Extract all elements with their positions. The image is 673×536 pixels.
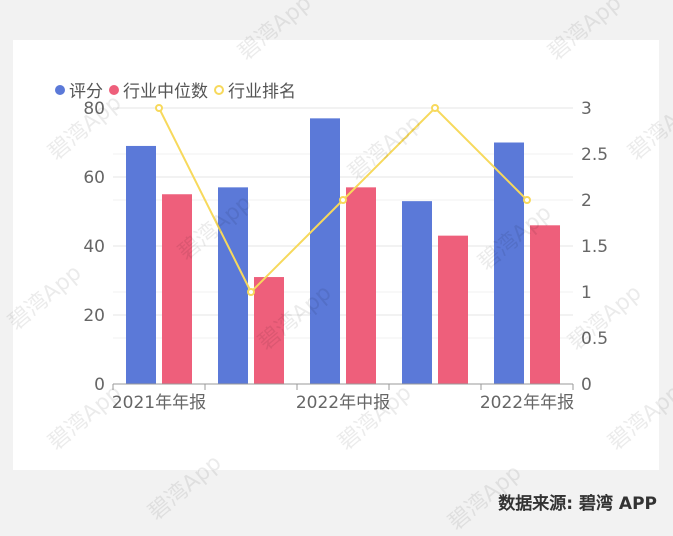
bar-median[interactable] [438, 235, 468, 384]
point-rank[interactable] [339, 196, 347, 204]
legend-swatch-rank [214, 84, 224, 95]
point-rank[interactable] [431, 104, 439, 112]
bar-median[interactable] [162, 194, 192, 384]
legend-label-rank: 行业排名 [228, 82, 296, 102]
legend-swatch-score [55, 84, 65, 95]
y-right-tick-label: 1.5 [581, 237, 608, 257]
bar-score[interactable] [310, 118, 340, 384]
point-rank[interactable] [155, 104, 163, 112]
legend-label-median: 行业中位数 [123, 82, 208, 102]
legend-item-rank[interactable]: 行业排名 [214, 77, 296, 102]
source-label: 数据来源: 碧湾 APP [498, 494, 657, 514]
y-right-tick-label: 1 [581, 283, 592, 303]
chart-svg: 0 20 40 60 80 0 0.5 1 1.5 2 2.5 3 2021年年报 2022年中报 2022… [83, 99, 608, 413]
chart-card: 0 20 40 60 80 0 0.5 1 1.5 2 2.5 3 2021年年报 2022年中报 2022… [13, 40, 659, 470]
y-right-tick-label: 2.5 [581, 145, 608, 165]
legend-item-median[interactable]: 行业中位数 [109, 77, 208, 102]
y-left-tick-label: 40 [83, 237, 105, 257]
bar-score[interactable] [402, 201, 432, 384]
y-left-tick-label: 60 [83, 168, 105, 188]
bar-score[interactable] [494, 142, 524, 385]
bar-median[interactable] [530, 225, 560, 384]
legend-label-score: 评分 [69, 82, 103, 102]
bar-score[interactable] [126, 145, 156, 384]
point-rank[interactable] [247, 288, 255, 296]
y-left-tick-label: 80 [83, 99, 105, 119]
y-right-tick-label: 0 [581, 375, 592, 395]
bar-median[interactable] [346, 187, 376, 384]
x-tick-label: 2022年中报 [296, 393, 390, 413]
bar-score[interactable] [218, 187, 248, 384]
bar-median[interactable] [254, 277, 284, 384]
y-right-tick-label: 0.5 [581, 329, 608, 349]
legend-swatch-median [109, 84, 119, 95]
y-left-tick-label: 0 [94, 375, 105, 395]
point-rank[interactable] [523, 196, 531, 204]
y-right-tick-label: 3 [581, 99, 592, 119]
y-left-tick-label: 20 [83, 306, 105, 326]
x-tick-label: 2022年年报 [480, 393, 574, 413]
y-right-tick-label: 2 [581, 191, 592, 211]
legend-item-score[interactable]: 评分 [55, 77, 103, 102]
x-tick-label: 2021年年报 [112, 393, 206, 413]
chart-legend: 评分 行业中位数 行业排名 [55, 77, 296, 102]
